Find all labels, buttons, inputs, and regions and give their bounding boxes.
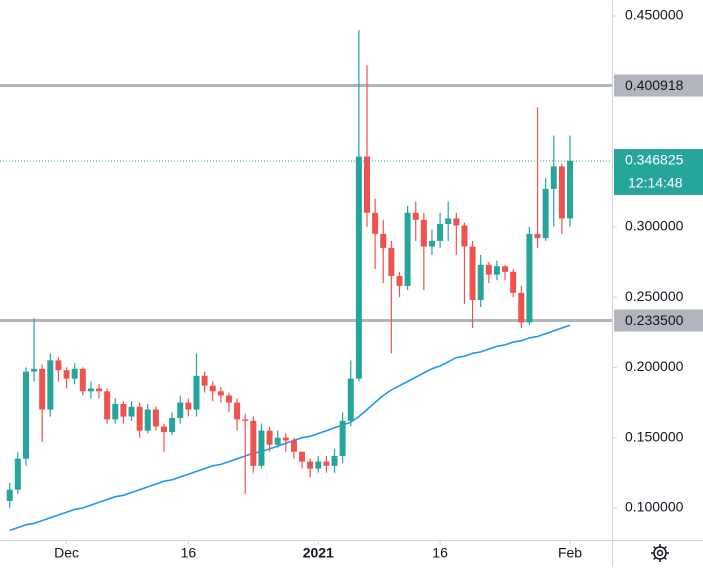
candle-body [339, 420, 346, 456]
y-tick-label: 0.100000 [625, 499, 684, 515]
last-price-box [614, 149, 703, 196]
candle-body [558, 166, 565, 219]
candle-body [502, 266, 509, 272]
candle-body [6, 489, 13, 501]
candle-body [282, 437, 289, 441]
candle-body [526, 233, 533, 323]
y-tick-label: 0.200000 [625, 358, 684, 374]
candle-body [380, 233, 387, 248]
candle-body [388, 247, 395, 277]
level-label: 0.233500 [625, 312, 684, 328]
candle-body [347, 378, 354, 421]
candle-body [250, 420, 257, 466]
candle-body [258, 430, 265, 466]
y-tick-label: 0.300000 [625, 218, 684, 234]
y-tick-label: 0.450000 [625, 7, 684, 23]
candle-body [169, 418, 176, 433]
candle-body [315, 461, 322, 469]
candle-body [323, 461, 330, 466]
candle-body [71, 368, 78, 379]
candle-body [364, 156, 370, 213]
candle-body [493, 266, 500, 275]
candle-body [307, 461, 314, 469]
candle-body [550, 166, 557, 189]
candle-body [518, 292, 525, 323]
x-tick-label: Feb [558, 545, 582, 561]
candle-body [14, 458, 21, 490]
x-tick-label: 16 [432, 545, 448, 561]
y-tick-label: 0.150000 [625, 428, 684, 444]
candle-body [79, 368, 86, 392]
candle-body [201, 375, 208, 386]
candle-body [39, 368, 46, 410]
candle-body [396, 276, 403, 286]
candle-body [152, 409, 159, 427]
candle-body [331, 455, 338, 466]
candle-body [234, 402, 241, 420]
candle-body [217, 391, 224, 396]
last-price-label: 0.346825 [625, 152, 684, 168]
candle-body [461, 225, 468, 247]
level-label-box [614, 309, 703, 332]
candle-body [534, 233, 541, 239]
x-tick-label: 16 [181, 545, 197, 561]
candle-body [177, 402, 184, 419]
x-tick-label: 2021 [303, 545, 334, 561]
candle-body [567, 160, 573, 219]
candle-body [412, 212, 419, 220]
candle-body [299, 451, 306, 462]
candle-body [355, 156, 362, 379]
candle-body [104, 391, 111, 420]
level-label-box [614, 74, 703, 97]
candle-body [437, 224, 444, 241]
candle-body [22, 371, 29, 459]
candle-body [290, 440, 297, 452]
candle-body [510, 271, 517, 293]
candle-body [55, 360, 62, 371]
candle-body [47, 360, 54, 410]
candle-body [144, 409, 151, 431]
candle-body [112, 403, 119, 420]
settings-icon[interactable] [651, 544, 669, 562]
candle-body [242, 419, 249, 421]
candle-body [63, 370, 70, 379]
candle-body [96, 388, 103, 392]
candle-body [477, 264, 484, 300]
countdown-label: 12:14:48 [628, 175, 683, 191]
candle-body [128, 406, 135, 417]
candle-body [31, 368, 38, 372]
candle-body [161, 426, 167, 433]
candle-body [225, 395, 232, 403]
candle-body [266, 430, 273, 445]
candle-body [193, 375, 200, 410]
level-label: 0.400918 [625, 77, 684, 93]
candle-body [542, 188, 549, 239]
y-tick-label: 0.250000 [625, 288, 684, 304]
candle-body [445, 218, 452, 225]
candle-body [485, 264, 492, 275]
candle-body [185, 402, 192, 410]
candle-body [404, 212, 411, 286]
candle-body [420, 219, 427, 247]
candle-body [136, 406, 143, 431]
candle-body [274, 437, 281, 445]
candle-body [428, 240, 435, 247]
candle-body [209, 385, 216, 392]
x-tick-label: Dec [54, 545, 79, 561]
candle-body [87, 388, 94, 392]
candle-body [120, 403, 127, 417]
candle-body [453, 218, 460, 226]
candle-body [469, 246, 476, 300]
moving-average-line [9, 324, 571, 532]
candle-body [372, 212, 379, 234]
